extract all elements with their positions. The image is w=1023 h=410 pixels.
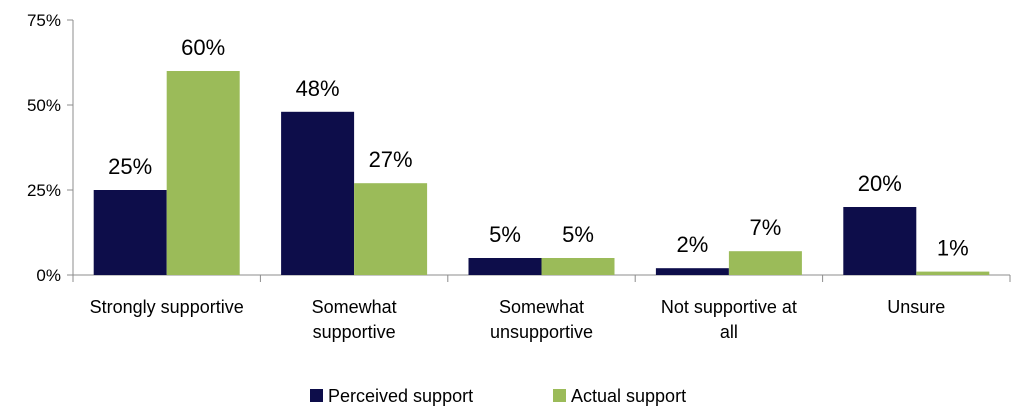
legend-label: Perceived support [328, 386, 473, 406]
bar [166, 71, 240, 275]
bar-value-label: 27% [369, 147, 413, 172]
legend-swatch [310, 389, 323, 402]
y-tick-label: 0% [36, 266, 61, 285]
x-category-label: Somewhat [499, 297, 584, 317]
bar-value-label: 2% [677, 232, 709, 257]
x-category-label: Not supportive at [661, 297, 797, 317]
x-category-label: unsupportive [490, 322, 593, 342]
bar [468, 258, 542, 275]
x-category-label: supportive [313, 322, 396, 342]
bar-value-label: 5% [562, 222, 594, 247]
x-category-label: Strongly supportive [90, 297, 244, 317]
y-tick-label: 75% [27, 11, 61, 30]
bar [281, 111, 355, 275]
x-category-label: Unsure [887, 297, 945, 317]
bar-value-label: 20% [858, 171, 902, 196]
bar [354, 183, 428, 275]
data-labels: 25% 48% 5% 2% 20% 60% 27% 5% 7% 1% [108, 35, 969, 261]
legend: Perceived support Actual support [310, 386, 686, 406]
bar-value-label: 7% [750, 215, 782, 240]
bar-value-label: 60% [181, 35, 225, 60]
bar [728, 251, 802, 275]
bars [93, 71, 990, 275]
bar-value-label: 25% [108, 154, 152, 179]
y-tick-label: 25% [27, 181, 61, 200]
x-category-label: all [720, 322, 738, 342]
bar [93, 190, 167, 275]
y-axis: 0% 25% 50% 75% [27, 11, 74, 285]
bar-value-label: 5% [489, 222, 521, 247]
bar-value-label: 1% [937, 236, 969, 261]
bar [843, 207, 917, 275]
legend-swatch [553, 389, 566, 402]
x-category-label: Somewhat [312, 297, 397, 317]
y-tick-label: 50% [27, 96, 61, 115]
bar [655, 268, 729, 275]
bar-value-label: 48% [296, 76, 340, 101]
x-axis: Strongly supportive Somewhat supportive Som… [72, 274, 1011, 342]
bar [541, 258, 615, 275]
legend-label: Actual support [571, 386, 686, 406]
bar [916, 271, 990, 275]
